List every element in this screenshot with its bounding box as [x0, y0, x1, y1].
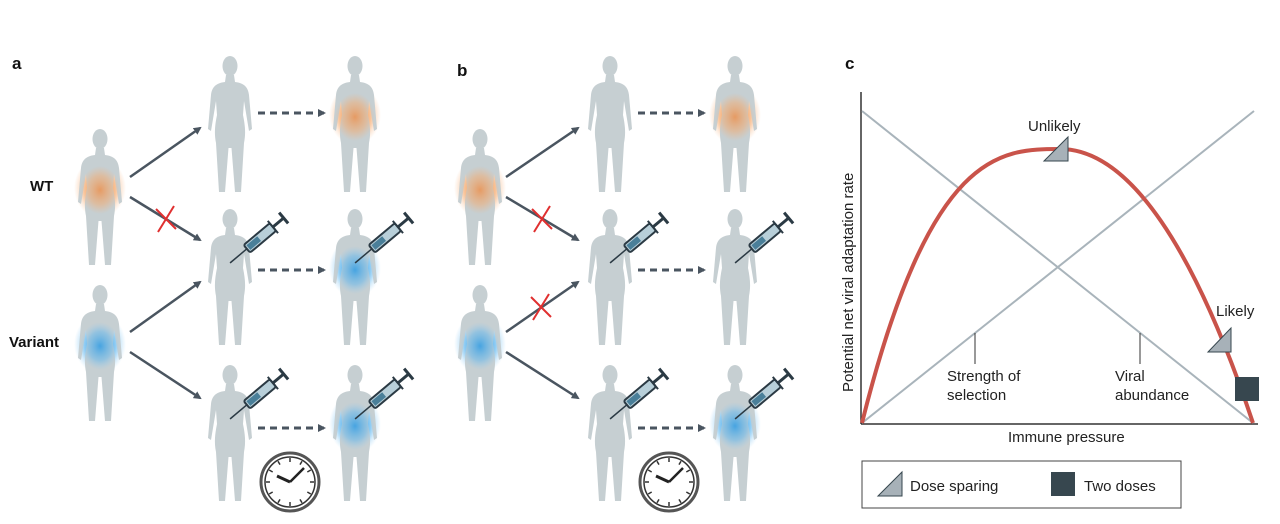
person-silhouette [588, 365, 632, 501]
person-silhouette [208, 56, 252, 192]
clock-minute-hand [289, 467, 305, 483]
clock-tick [306, 469, 312, 473]
person-silhouette [588, 56, 632, 192]
infection-glow [335, 402, 375, 450]
clock-tick [656, 498, 660, 504]
legend-dose-sparing: Dose sparing [910, 478, 998, 495]
panel-a-label: a [12, 54, 22, 73]
infection-glow [460, 322, 500, 370]
clock-tick [299, 460, 303, 466]
arrow [129, 280, 202, 334]
clock-tick [647, 491, 653, 495]
adaptation-rate-curve [860, 146, 1255, 424]
infection-glow [80, 166, 120, 214]
clock-tick [685, 469, 691, 473]
arrow [505, 126, 580, 179]
clock-hour-hand [655, 474, 670, 484]
strength-of-selection-line [861, 110, 1255, 424]
viral-label-1: Viral [1115, 368, 1145, 385]
person-silhouette [208, 209, 252, 345]
likely-label: Likely [1216, 303, 1255, 320]
clock-tick [268, 469, 274, 473]
clock-tick [268, 491, 274, 495]
clock-minute-hand [668, 467, 684, 483]
arrow [129, 126, 202, 179]
dose-sparing-marker-unlikely [1042, 135, 1069, 162]
blocked-x-icon [155, 205, 177, 233]
variant-label: Variant [9, 334, 59, 351]
legend-two-doses: Two doses [1084, 478, 1156, 495]
infection-glow [460, 166, 500, 214]
x-axis-label: Immune pressure [1008, 429, 1125, 446]
clock-tick [306, 491, 312, 495]
blocked-x-icon [530, 293, 552, 321]
viral-label-2: abundance [1115, 387, 1189, 404]
dose-sparing-marker-likely [1206, 326, 1232, 353]
unlikely-label: Unlikely [1028, 118, 1081, 135]
clock-hour-hand [276, 474, 291, 484]
person-silhouette [588, 209, 632, 345]
clock-tick [277, 460, 281, 466]
panel-c-label: c [845, 54, 854, 73]
blocked-x-icon [531, 205, 553, 233]
infection-glow [335, 93, 375, 141]
clock-tick [647, 469, 653, 473]
clock-tick [277, 498, 281, 504]
panel-c-chart: Unlikely Likely Strength of selection Vi… [840, 92, 1259, 509]
legend: Dose sparing Two doses [861, 460, 1182, 509]
y-axis-label: Potential net viral adaptation rate [840, 173, 857, 392]
infection-glow [335, 246, 375, 294]
person-silhouette [208, 365, 252, 501]
clock-tick [656, 460, 660, 466]
infection-glow [715, 93, 755, 141]
two-doses-marker [1235, 377, 1259, 401]
infection-glow [80, 322, 120, 370]
arrow [505, 350, 580, 400]
person-silhouette [713, 209, 757, 345]
clock-tick [685, 491, 691, 495]
clock-tick [678, 460, 682, 466]
panel-b-label: b [457, 61, 467, 80]
legend-triangle-icon [876, 470, 903, 497]
strength-label-1: Strength of [947, 368, 1021, 385]
clock-tick [678, 498, 682, 504]
legend-square-icon [1051, 472, 1075, 496]
wt-label: WT [30, 178, 53, 195]
infection-glow [715, 402, 755, 450]
arrow [129, 350, 202, 400]
strength-label-2: selection [947, 387, 1006, 404]
clock-tick [299, 498, 303, 504]
